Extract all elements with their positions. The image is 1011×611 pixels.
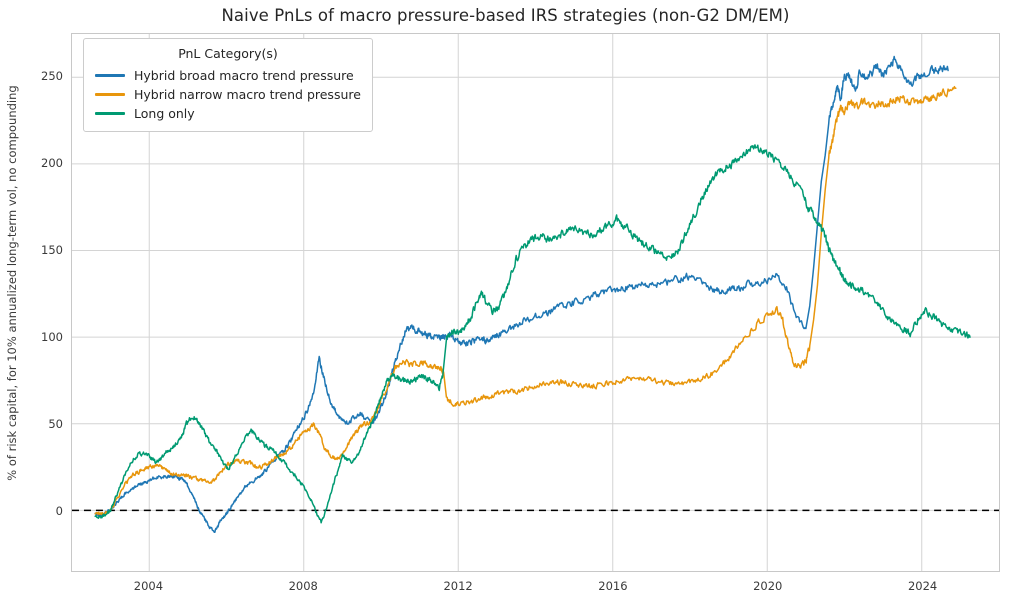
legend-entry[interactable]: Hybrid broad macro trend pressure [95,66,361,85]
legend-title: PnL Category(s) [178,46,278,61]
series-line-0 [94,55,949,534]
series-line-2 [94,144,971,524]
legend-entry-label: Hybrid broad macro trend pressure [134,68,354,83]
page-title: Naive PnLs of macro pressure-based IRS s… [221,6,790,25]
legend-entry-label: Hybrid narrow macro trend pressure [134,87,361,102]
x-tick-label: 2016 [598,579,628,593]
legend-color-swatch [95,74,125,77]
legend-color-swatch [95,93,125,96]
x-tick-label: 2020 [753,579,783,593]
legend: PnL Category(s) Hybrid broad macro trend… [83,38,373,132]
y-axis-label: % of risk capital, for 10% annualized lo… [5,85,19,481]
x-tick-label: 2008 [288,579,318,593]
legend-color-swatch [95,112,125,115]
x-tick-label: 2004 [133,579,164,593]
x-tick-label: 2012 [443,579,473,593]
legend-entries: Hybrid broad macro trend pressure Hybrid … [95,66,361,123]
legend-entry[interactable]: Long only [95,104,361,123]
data-series-layer [94,55,971,534]
series-line-1 [94,85,957,516]
legend-entry-label: Long only [134,106,195,121]
legend-entry[interactable]: Hybrid narrow macro trend pressure [95,85,361,104]
x-tick-label: 2024 [907,579,938,593]
